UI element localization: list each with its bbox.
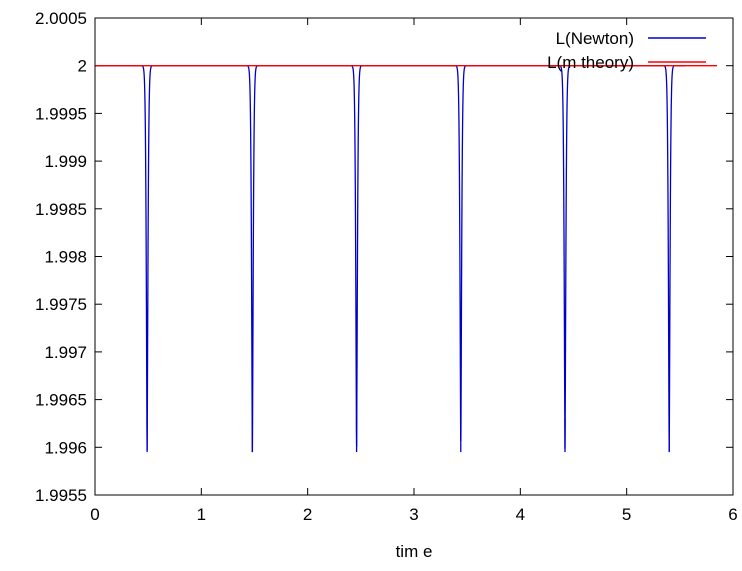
legend-label: L(Newton) [556,29,634,48]
legend-label: L(m theory) [547,53,634,72]
x-tick-label: 0 [90,505,99,524]
x-tick-label: 6 [728,505,737,524]
y-tick-label: 1.998 [44,248,87,267]
y-axis-ticks: 1.9955 1.996 1.9965 1.997 1.9975 1.998 1.9985 1… [35,9,733,505]
y-tick-label: 1.9985 [35,200,87,219]
x-tick-label: 2 [303,505,312,524]
y-tick-label: 2 [78,57,87,76]
x-tick-label: 4 [516,505,525,524]
y-tick-label: 1.9955 [35,486,87,505]
y-tick-label: 1.996 [44,438,87,457]
plot-frame [94,17,734,496]
y-tick-label: 2.0005 [35,9,87,28]
y-tick-label: 1.9965 [35,391,87,410]
y-tick-label: 1.9975 [35,295,87,314]
x-axis-ticks: 0 1 2 3 4 5 6 [90,18,738,524]
y-tick-label: 1.999 [44,152,87,171]
legend: L(Newton) L(m theory) [547,29,706,72]
x-tick-label: 3 [409,505,418,524]
y-tick-label: 1.997 [44,343,87,362]
y-tick-label: 1.9995 [35,104,87,123]
x-tick-label: 5 [622,505,631,524]
x-axis-label: tim e [396,542,433,561]
series-line-newton [95,65,686,453]
plot-series [95,65,718,453]
x-tick-label: 1 [197,505,206,524]
